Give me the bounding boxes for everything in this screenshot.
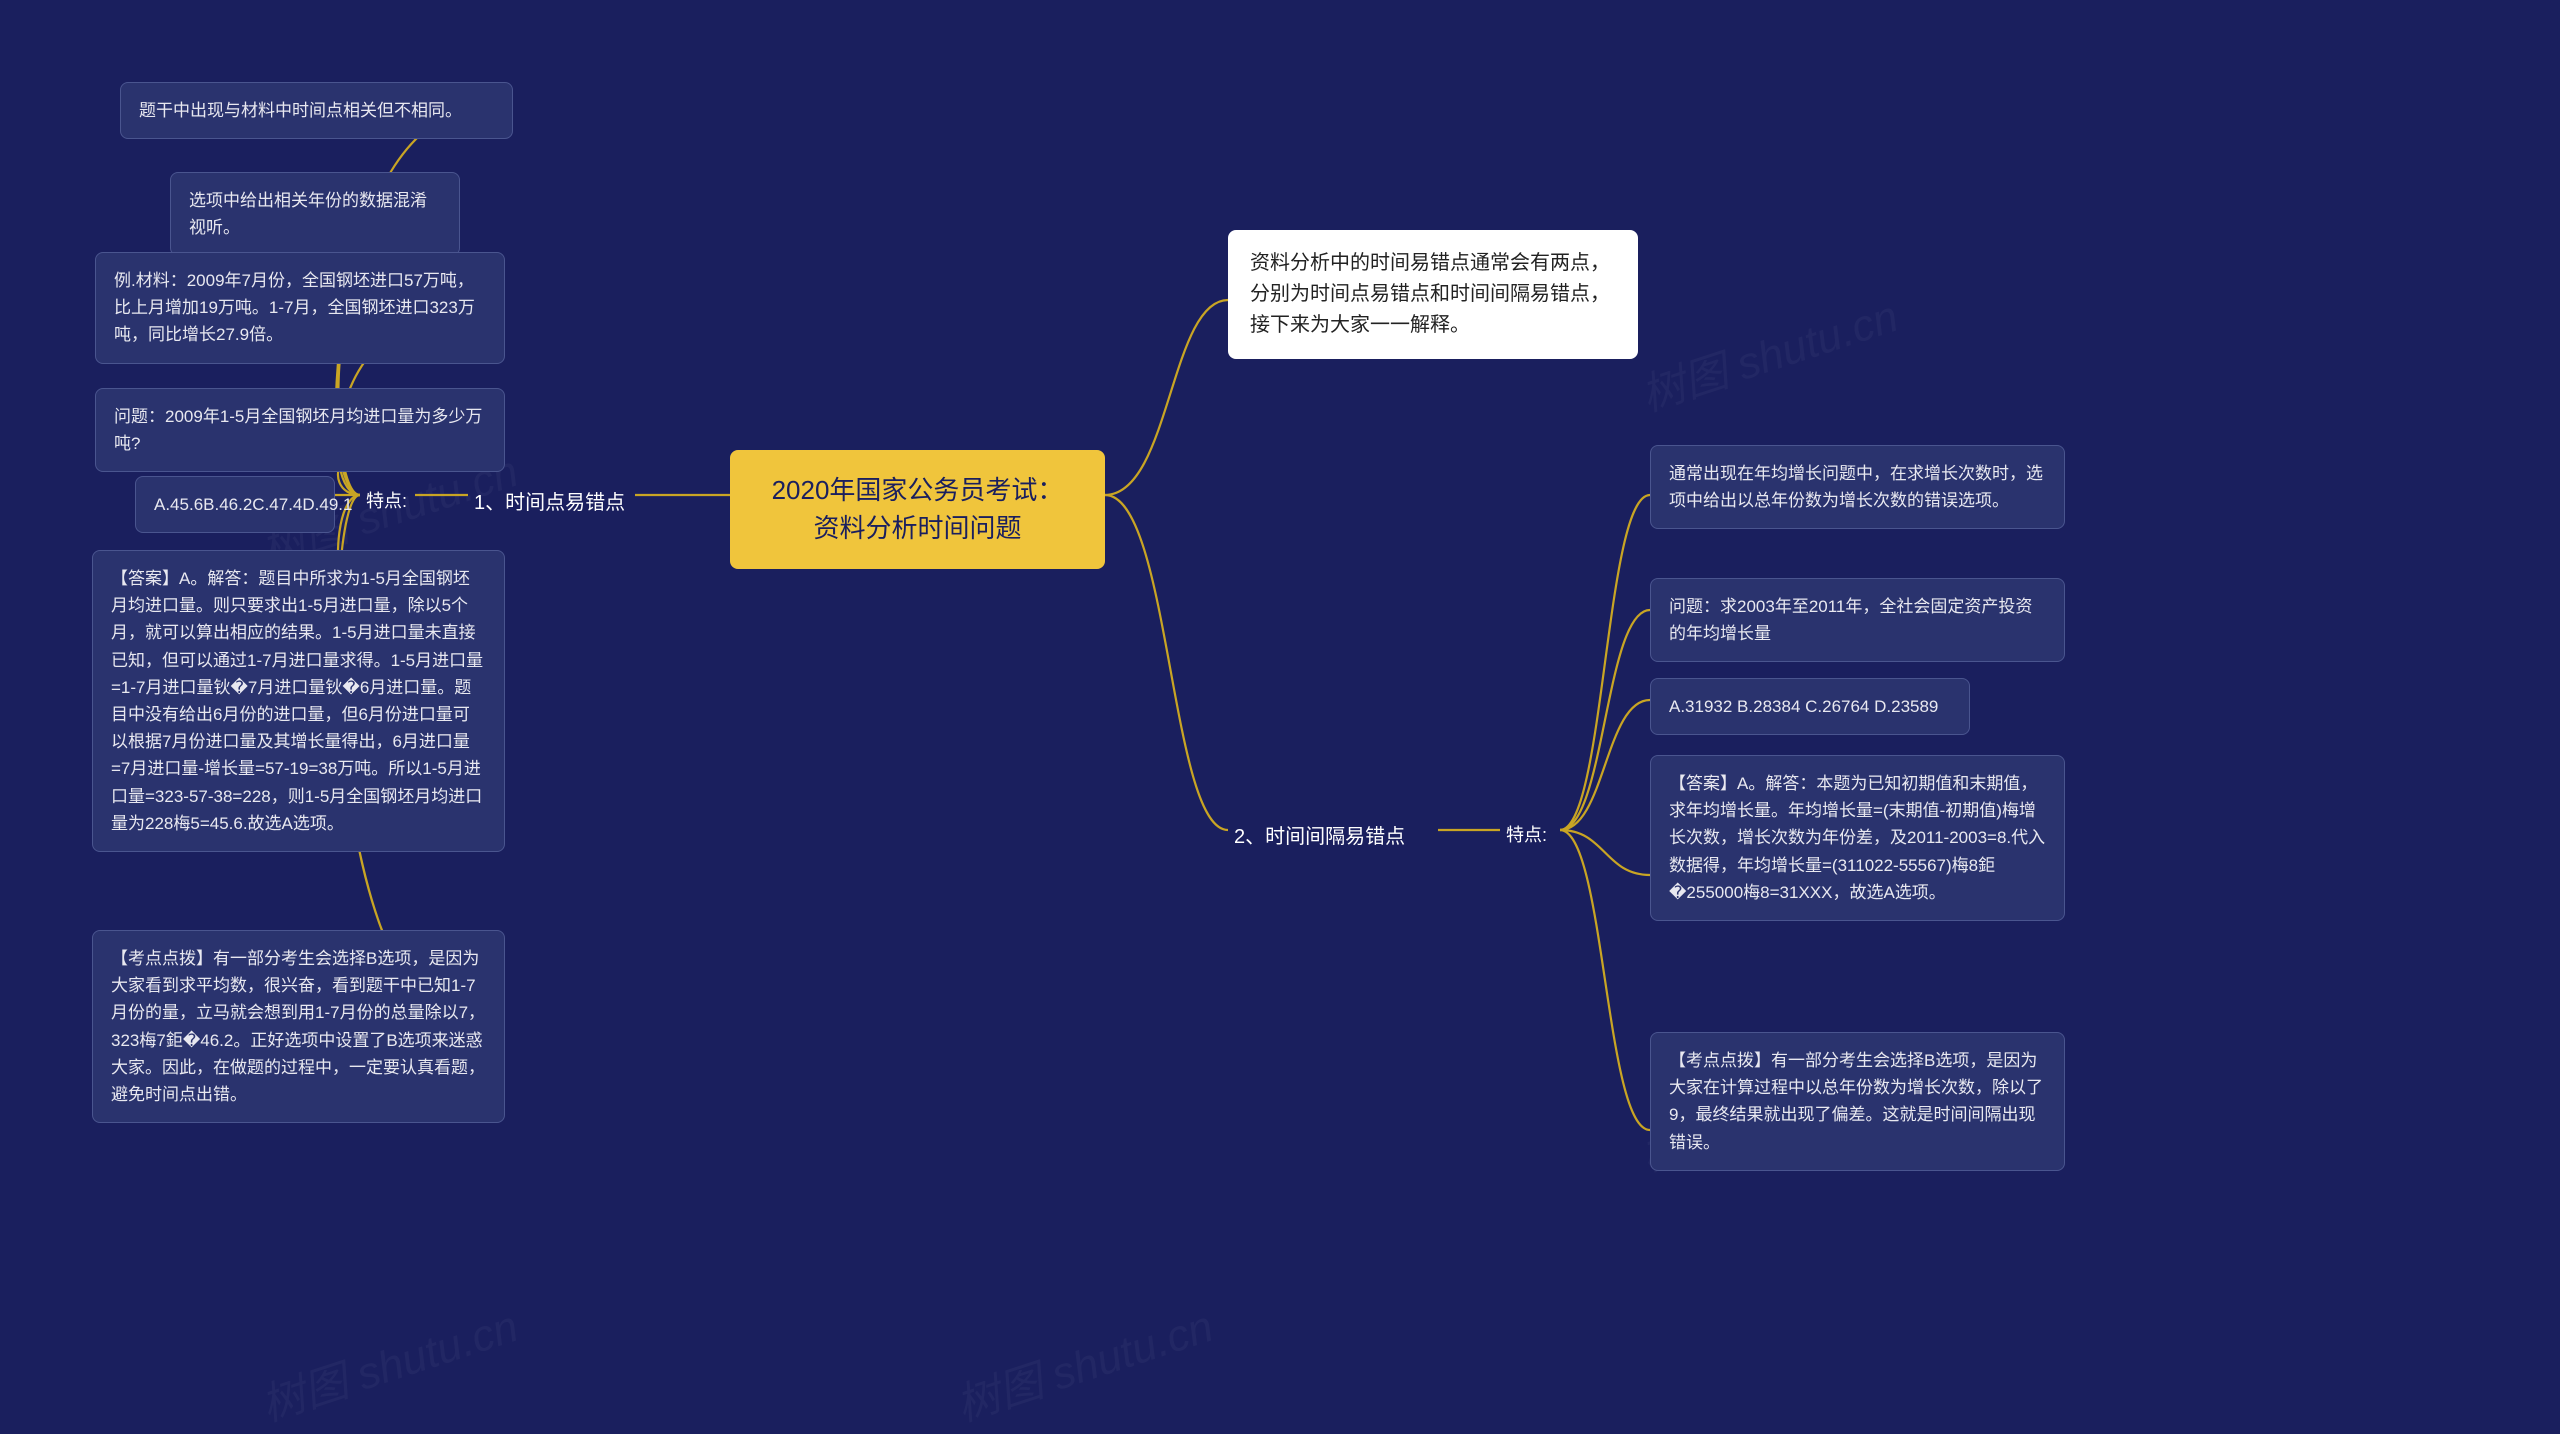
intro-node: 资料分析中的时间易错点通常会有两点，分别为时间点易错点和时间间隔易错点，接下来为…: [1228, 230, 1638, 359]
left-leaf-2: 例.材料：2009年7月份，全国钢坯进口57万吨，比上月增加19万吨。1-7月，…: [95, 252, 505, 364]
watermark: 树图 shutu.cn: [252, 1290, 525, 1433]
left-leaf-6: 【考点点拨】有一部分考生会选择B选项，是因为大家看到求平均数，很兴奋，看到题干中…: [92, 930, 505, 1123]
left-leaf-3: 问题：2009年1-5月全国钢坯月均进口量为多少万吨?: [95, 388, 505, 472]
right-sub-label: 特点:: [1506, 825, 1547, 845]
root-title-l2: 资料分析时间问题: [813, 513, 1021, 543]
intro-text: 资料分析中的时间易错点通常会有两点，分别为时间点易错点和时间间隔易错点，接下来为…: [1250, 252, 1610, 336]
left-leaf-5: 【答案】A。解答：题目中所求为1-5月全国钢坯月均进口量。则只要求出1-5月进口…: [92, 550, 505, 852]
right-sub: 特点:: [1500, 814, 1553, 858]
root-title-l1: 2020年国家公务员考试：: [772, 475, 1064, 505]
right-leaf-3: 【答案】A。解答：本题为已知初期值和末期值，求年均增长量。年均增长量=(末期值-…: [1650, 755, 2065, 921]
left-leaf-1: 选项中给出相关年份的数据混淆视听。: [170, 172, 460, 256]
left-branch-label: 1、时间点易错点: [474, 492, 625, 514]
watermark: 树图 shutu.cn: [947, 1290, 1220, 1433]
left-sub-label: 特点:: [366, 491, 407, 511]
right-branch: 2、时间间隔易错点: [1228, 812, 1411, 863]
right-leaf-1: 问题：求2003年至2011年，全社会固定资产投资的年均增长量: [1650, 578, 2065, 662]
root-node: 2020年国家公务员考试： 资料分析时间问题: [730, 450, 1105, 569]
left-sub: 特点:: [360, 480, 413, 524]
right-branch-label: 2、时间间隔易错点: [1234, 826, 1405, 848]
left-leaf-4: A.45.6B.46.2C.47.4D.49.1: [135, 476, 335, 533]
left-leaf-0: 题干中出现与材料中时间点相关但不相同。: [120, 82, 513, 139]
right-leaf-4: 【考点点拨】有一部分考生会选择B选项，是因为大家在计算过程中以总年份数为增长次数…: [1650, 1032, 2065, 1171]
left-branch: 1、时间点易错点: [468, 478, 631, 529]
right-leaf-2: A.31932 B.28384 C.26764 D.23589: [1650, 678, 1970, 735]
watermark: 树图 shutu.cn: [1632, 280, 1905, 423]
right-leaf-0: 通常出现在年均增长问题中，在求增长次数时，选项中给出以总年份数为增长次数的错误选…: [1650, 445, 2065, 529]
